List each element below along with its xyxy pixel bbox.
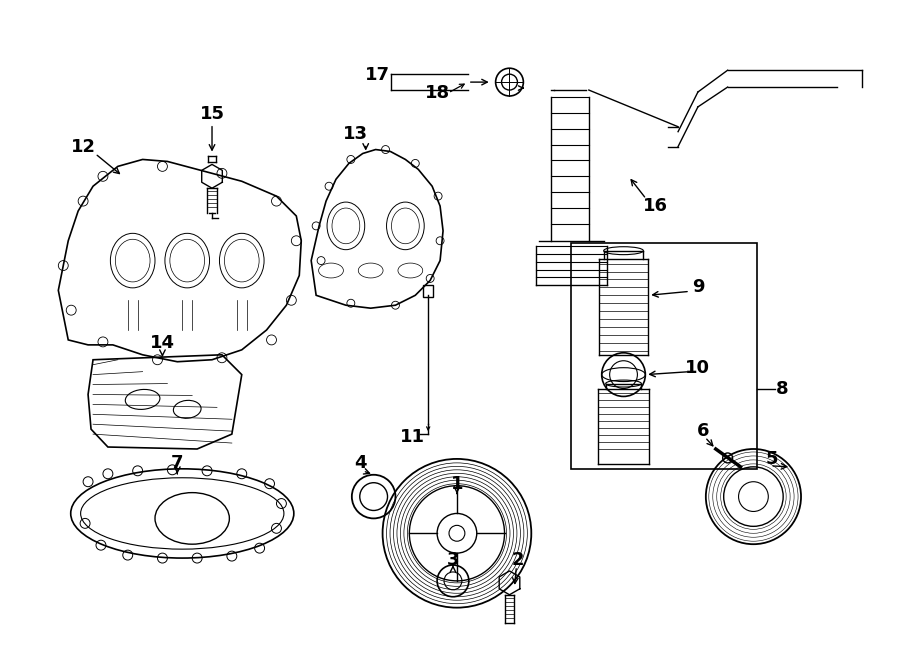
Text: 8: 8 [776, 381, 788, 399]
Text: 4: 4 [355, 454, 367, 472]
Text: 6: 6 [697, 422, 709, 440]
Text: 2: 2 [511, 551, 524, 569]
Bar [423, 286, 433, 297]
Text: 13: 13 [343, 125, 368, 143]
Text: 7: 7 [171, 454, 184, 472]
Text: 10: 10 [686, 359, 710, 377]
Text: 12: 12 [70, 137, 95, 155]
Text: 5: 5 [766, 450, 778, 468]
Text: 9: 9 [691, 278, 704, 296]
Text: 14: 14 [150, 334, 175, 352]
Text: 16: 16 [643, 197, 668, 215]
Bar [571, 243, 758, 469]
Text: 1: 1 [451, 475, 464, 492]
Text: 15: 15 [200, 105, 224, 123]
Text: 17: 17 [365, 66, 390, 84]
Text: 18: 18 [425, 84, 450, 102]
Text: 3: 3 [446, 551, 459, 569]
Text: 11: 11 [400, 428, 425, 446]
